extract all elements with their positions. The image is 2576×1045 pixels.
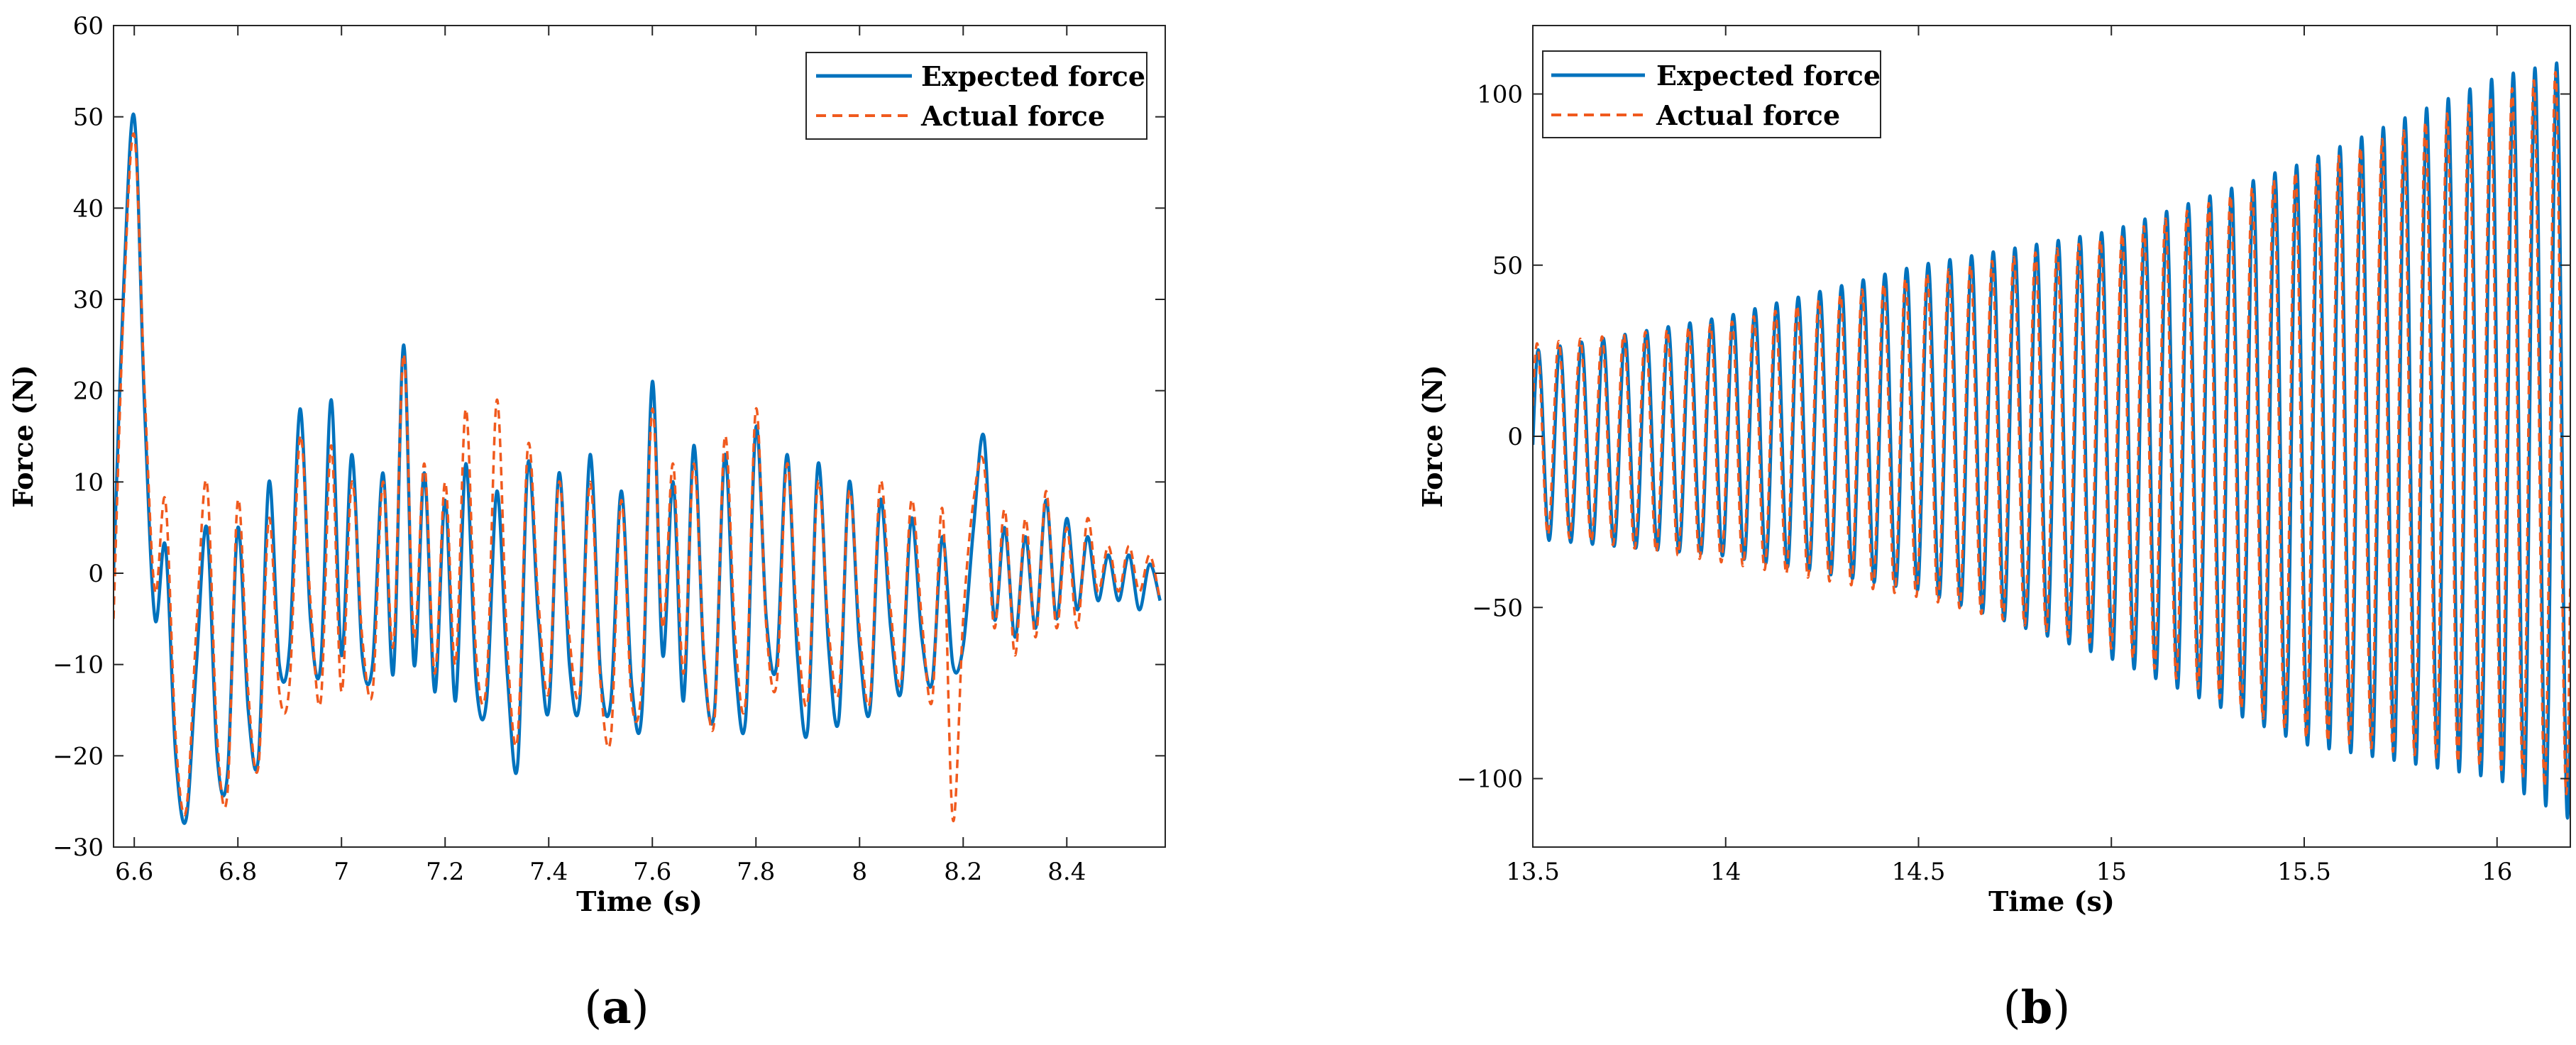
x-tick-label-a: 7 xyxy=(334,858,349,886)
x-tick-label-b: 15.5 xyxy=(2277,858,2331,886)
x-axis-label-a: Time (s) xyxy=(576,885,703,917)
y-axis-label-b: Force (N) xyxy=(1416,365,1448,508)
x-tick-label-a: 6.6 xyxy=(115,858,153,886)
x-ticks-a: 6.6 6.8 7 7.2 7.4 7.6 7.8 8 8.2 8.4 xyxy=(115,26,1086,886)
x-tick-label-a: 8 xyxy=(852,858,867,886)
y-tick-label-a: −20 xyxy=(53,742,104,770)
y-tick-label-a: 50 xyxy=(73,104,104,132)
y-tick-label-b: 100 xyxy=(1477,81,1523,109)
x-tick-label-b: 14 xyxy=(1710,858,1741,886)
legend-label-expected-a: Expected force xyxy=(921,60,1145,92)
y-tick-label-b: −50 xyxy=(1472,594,1523,622)
y-axis-label-a: Force (N) xyxy=(7,365,39,508)
legend-label-actual-a: Actual force xyxy=(920,100,1105,132)
y-tick-label-a: −30 xyxy=(53,834,104,862)
legend-b: Expected force Actual force xyxy=(1542,50,1881,138)
x-ticks-b: 13.5 14 14.5 15 15.5 16 xyxy=(1506,26,2512,886)
legend-label-expected-b: Expected force xyxy=(1656,60,1881,92)
x-tick-label-a: 6.8 xyxy=(219,858,257,886)
x-tick-label-a: 7.2 xyxy=(426,858,464,886)
axes-box-a xyxy=(113,25,1166,848)
legend-a: Expected force Actual force xyxy=(805,52,1147,140)
x-tick-label-b: 13.5 xyxy=(1506,858,1560,886)
chart-panel-a: 6.6 6.8 7 7.2 7.4 7.6 7.8 8 8.2 8.4 −30 −20 −10 0 10 2… xyxy=(7,12,1166,1034)
x-tick-label-a: 7.4 xyxy=(529,858,568,886)
y-tick-label-b: 50 xyxy=(1492,252,1523,280)
x-tick-label-b: 14.5 xyxy=(1892,858,1946,886)
x-tick-label-b: 15 xyxy=(2096,858,2127,886)
y-tick-label-a: 0 xyxy=(88,560,104,588)
legend-label-actual-b: Actual force xyxy=(1656,99,1840,131)
x-tick-label-a: 7.6 xyxy=(633,858,671,886)
y-tick-label-a: 10 xyxy=(73,468,104,497)
series-line-expected-a xyxy=(114,112,1162,825)
x-tick-label-a: 7.8 xyxy=(737,858,775,886)
y-tick-label-b: 0 xyxy=(1507,423,1523,451)
y-ticks-b: −100 −50 0 50 100 xyxy=(1457,81,2570,794)
y-ticks-a: −30 −20 −10 0 10 20 30 40 50 60 xyxy=(53,12,1165,862)
x-tick-label-a: 8.2 xyxy=(944,858,982,886)
chart-panel-b: 13.5 14 14.5 15 15.5 16 −100 −50 0 50 100 Time (s… xyxy=(1416,25,2571,1034)
y-tick-label-b: −100 xyxy=(1457,765,1523,794)
y-tick-label-a: 40 xyxy=(73,194,104,223)
plot-area-a xyxy=(114,112,1162,825)
panel-caption-b: (b) xyxy=(2003,981,2071,1034)
y-tick-label-a: −10 xyxy=(53,651,104,680)
y-tick-label-a: 20 xyxy=(73,377,104,406)
series-line-actual-a xyxy=(114,132,1162,823)
panel-caption-a: (a) xyxy=(584,981,649,1034)
y-tick-label-a: 60 xyxy=(73,12,104,40)
y-tick-label-a: 30 xyxy=(73,286,104,314)
series-line-actual-b xyxy=(1533,71,2570,796)
legend-box-b xyxy=(1542,50,1881,138)
legend-box-a xyxy=(805,52,1147,140)
x-axis-label-b: Time (s) xyxy=(1988,885,2115,917)
plot-area-b xyxy=(1533,61,2570,820)
x-tick-label-a: 8.4 xyxy=(1047,858,1086,886)
x-tick-label-b: 16 xyxy=(2482,858,2512,886)
